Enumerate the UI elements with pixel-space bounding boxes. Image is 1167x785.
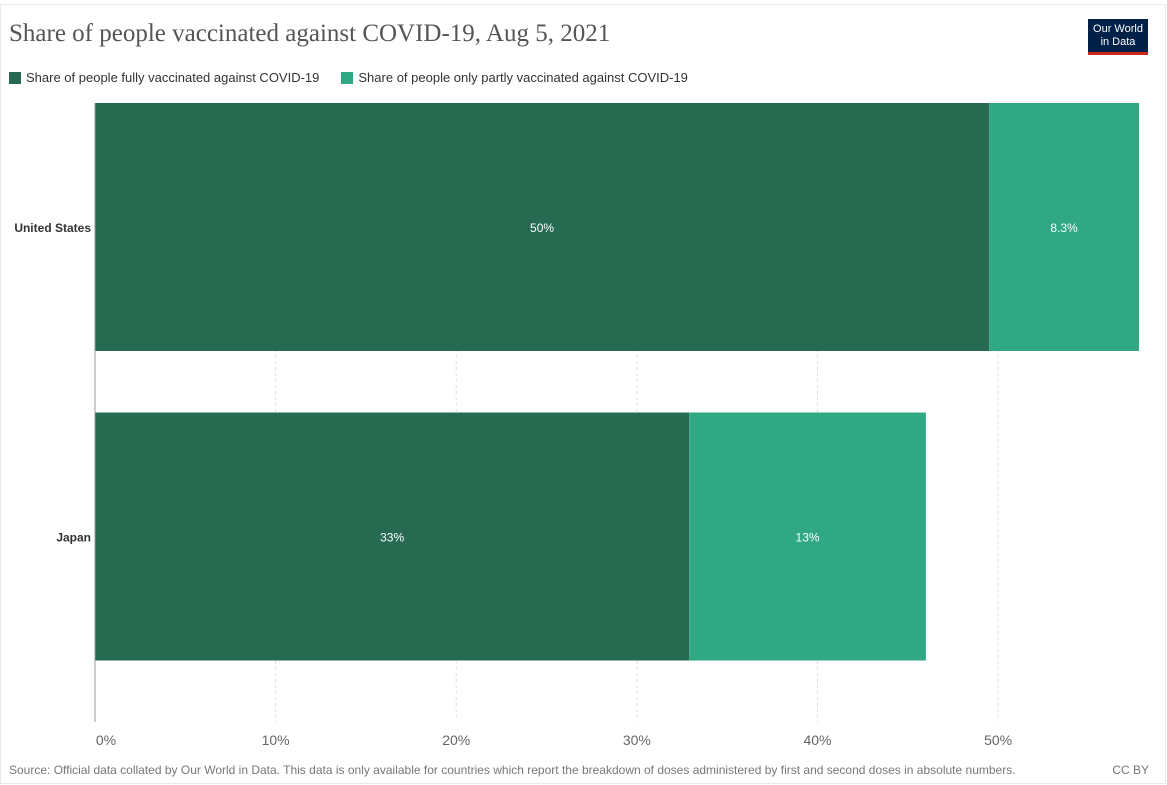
- bar-value-label: 13%: [796, 531, 820, 545]
- x-tick-label: 50%: [984, 732, 1012, 748]
- chart-frame: [0, 4, 1166, 784]
- x-tick-label: 20%: [442, 732, 470, 748]
- owid-logo[interactable]: Our World in Data: [1088, 19, 1148, 55]
- legend-item-fully[interactable]: Share of people fully vaccinated against…: [9, 70, 319, 85]
- bar-partly-vaccinated[interactable]: [689, 412, 926, 661]
- legend-swatch-partly: [341, 71, 354, 84]
- license-link[interactable]: CC BY: [1112, 763, 1149, 777]
- x-tick-label: 0%: [96, 732, 116, 748]
- category-label: Japan: [56, 531, 91, 545]
- bar-value-label: 8.3%: [1050, 221, 1078, 235]
- legend-item-partly[interactable]: Share of people only partly vaccinated a…: [341, 70, 688, 85]
- x-tick-label: 30%: [623, 732, 651, 748]
- source-note: Source: Official data collated by Our Wo…: [9, 763, 1016, 777]
- legend-label-partly: Share of people only partly vaccinated a…: [358, 70, 688, 85]
- logo-accent-bar: [1088, 52, 1148, 55]
- chart-title: Share of people vaccinated against COVID…: [9, 20, 611, 47]
- legend: Share of people fully vaccinated against…: [9, 70, 710, 85]
- legend-label-fully: Share of people fully vaccinated against…: [26, 70, 320, 85]
- bar-partly-vaccinated[interactable]: [989, 103, 1139, 351]
- bar-value-label: 50%: [530, 221, 554, 235]
- logo-line-1: Our World: [1093, 23, 1143, 35]
- x-tick-label: 10%: [262, 732, 290, 748]
- bar-fully-vaccinated[interactable]: [95, 103, 990, 351]
- bar-value-label: 33%: [380, 531, 404, 545]
- legend-swatch-fully: [9, 71, 21, 84]
- bar-fully-vaccinated[interactable]: [95, 412, 690, 661]
- x-tick-label: 40%: [803, 732, 831, 748]
- category-label: United States: [14, 221, 91, 235]
- logo-line-2: in Data: [1100, 36, 1136, 48]
